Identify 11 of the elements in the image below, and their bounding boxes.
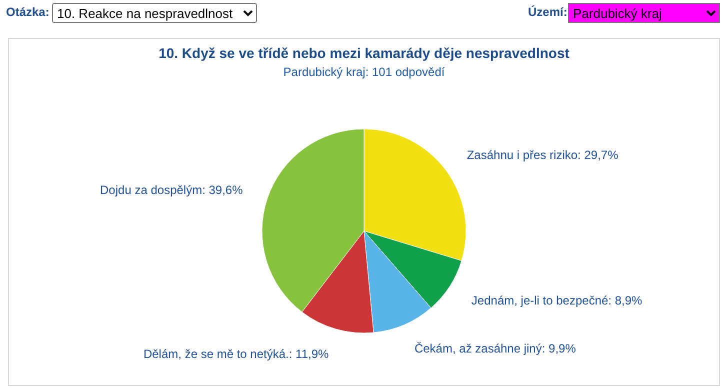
slice-label: Dojdu za dospělým: 39,6%	[100, 182, 244, 197]
text: Pardubický kraj	[568, 3, 720, 23]
slice-label: Jednám, je-li to bezpečné: 8,9%	[471, 294, 643, 308]
chart-subtitle: Pardubický kraj: 101 odpovědí	[283, 65, 446, 79]
text: 10. Reakce na nespravedlnost	[52, 3, 257, 23]
slice-label: Čekám, až zasáhne jiný: 9,9%	[414, 342, 576, 356]
slice-label: Zasáhnu i přes riziko: 29,7%	[466, 148, 619, 162]
chart-title: 10. Když se ve třídě nebo mezi kamarády děje nespravedlnost	[158, 45, 570, 61]
text: Území:	[528, 5, 568, 19]
text: Otázka:	[6, 5, 50, 19]
slice-label: Dělám, že se mě to netýká.: 11,9%	[143, 347, 329, 362]
